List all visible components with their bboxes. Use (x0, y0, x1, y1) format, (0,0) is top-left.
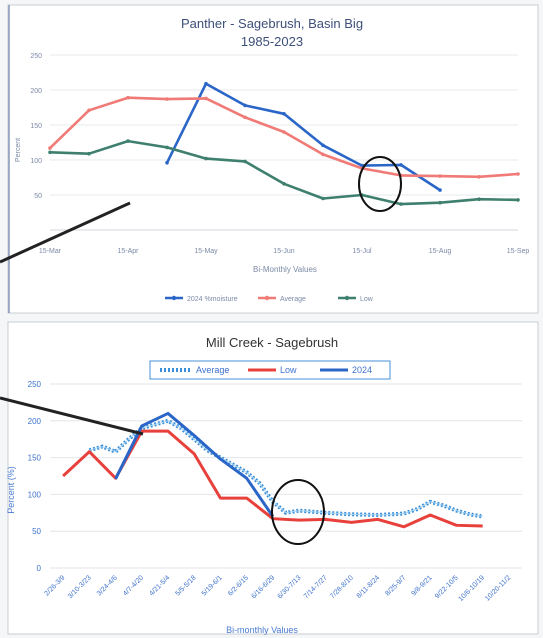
chart-1-series-point (87, 151, 91, 156)
chart-2-series-line-2 (114, 411, 275, 518)
chart-1-series-point (165, 97, 169, 101)
chart-1-series-point (321, 196, 325, 201)
chart-1-series-point (438, 200, 442, 205)
chart-1-series-point (282, 112, 286, 116)
chart-2-y-tick: 100 (28, 490, 42, 499)
chart-2-y-tick: 0 (37, 564, 42, 573)
chart-1-legend-marker (344, 295, 350, 301)
chart-1-series-point (477, 197, 481, 201)
chart-1-series-point (126, 95, 130, 100)
chart-1-y-tick: 200 (30, 88, 42, 95)
chart-1-series-point (282, 182, 286, 186)
chart-2-ylabel: Percent (%) (6, 466, 16, 514)
pointer-line-top (0, 201, 131, 264)
chart-1-series-point (204, 81, 208, 86)
chart-1-xlabel: Bi-Monthly Values (253, 265, 317, 274)
chart-1-legend-label: 2024 %moisture (187, 296, 238, 303)
chart-1-gridlines (50, 54, 518, 231)
chart-1-x-tick: 15-Apr (117, 248, 139, 255)
chart-1-subtitle: 1985-2023 (241, 34, 303, 49)
pointer-line-bottom (0, 396, 144, 436)
chart-1-legend: 2024 %moisture Average Low (165, 295, 374, 303)
chart-1-series-point (477, 175, 481, 179)
chart-2-legend-label: Low (280, 365, 297, 375)
chart-1-ylabel: Percent (15, 138, 22, 162)
chart-1-legend-label: Low (360, 296, 374, 303)
chart-1-highlight-circle (358, 156, 402, 212)
chart-2-y-tick: 50 (32, 527, 41, 536)
chart-1-series-point (243, 159, 247, 164)
chart-1-legend-marker (171, 295, 177, 301)
chart-1-series-point (48, 150, 52, 155)
chart-1-x-tick: 15-Mar (39, 248, 62, 255)
chart-2-legend-label: Average (196, 365, 229, 375)
chart-1-x-tick: 15-May (194, 248, 218, 255)
chart-1-series-point (48, 146, 52, 150)
chart-1-series-point (438, 174, 442, 178)
chart-2-legend-label: 2024 (352, 365, 372, 375)
chart-1-x-tick: 15-Aug (429, 248, 452, 255)
chart-1-series-point (87, 108, 91, 113)
chart-1-legend-marker (264, 295, 270, 301)
chart-1-tick-labels: 250 200 150 100 50 15-Mar 15-Apr 15-May 15-Jun 15… (30, 53, 529, 255)
chart-1-series-point (204, 156, 208, 161)
chart-2-xlabel: Bi-monthly Values (226, 625, 298, 635)
chart-1-series-point (165, 145, 169, 150)
chart-2-title: Mill Creek - Sagebrush (206, 335, 338, 350)
chart-2-gridlines (50, 383, 522, 569)
chart-1-panel (7, 4, 539, 314)
chart-1-legend-label: Average (280, 296, 306, 303)
chart-2-y-tick: 200 (28, 417, 42, 426)
chart-1-y-tick: 150 (30, 123, 42, 130)
chart-1-series-point (438, 188, 442, 192)
chart-2-series-line-inner-0 (89, 420, 483, 517)
chart-2-legend: Average Low 2024 (149, 360, 391, 380)
chart-1-series-point (243, 103, 247, 108)
chart-1-x-tick: 15-Sep (507, 248, 530, 255)
chart-1-y-tick: 50 (34, 193, 42, 200)
chart-1-series-point (204, 96, 208, 101)
chart-1-series (48, 81, 520, 206)
chart-1-x-tick: 15-Jun (273, 248, 295, 255)
chart-1-left-edge (8, 5, 10, 313)
chart-1-y-tick: 100 (30, 158, 42, 165)
chart-1-series-point (399, 202, 403, 206)
chart-1-series-point (165, 161, 169, 165)
chart-1-series-point (321, 152, 325, 157)
chart-1-series-point (321, 143, 325, 148)
chart-1-series-point (282, 130, 286, 134)
chart-1-series-point (399, 163, 403, 167)
chart-1-series-point (516, 198, 520, 202)
chart-2-highlight-circle (271, 479, 325, 545)
chart-2-y-tick: 150 (28, 454, 42, 463)
chart-1-series-point (243, 115, 247, 120)
chart-2-y-tick: 250 (28, 380, 42, 389)
chart-1-x-tick: 15-Jul (352, 248, 372, 255)
chart-1-series-point (126, 139, 130, 143)
chart-1-title: Panther - Sagebrush, Basin Big (181, 16, 363, 31)
chart-1-y-tick: 250 (30, 53, 42, 60)
chart-1-series-point (516, 172, 520, 176)
